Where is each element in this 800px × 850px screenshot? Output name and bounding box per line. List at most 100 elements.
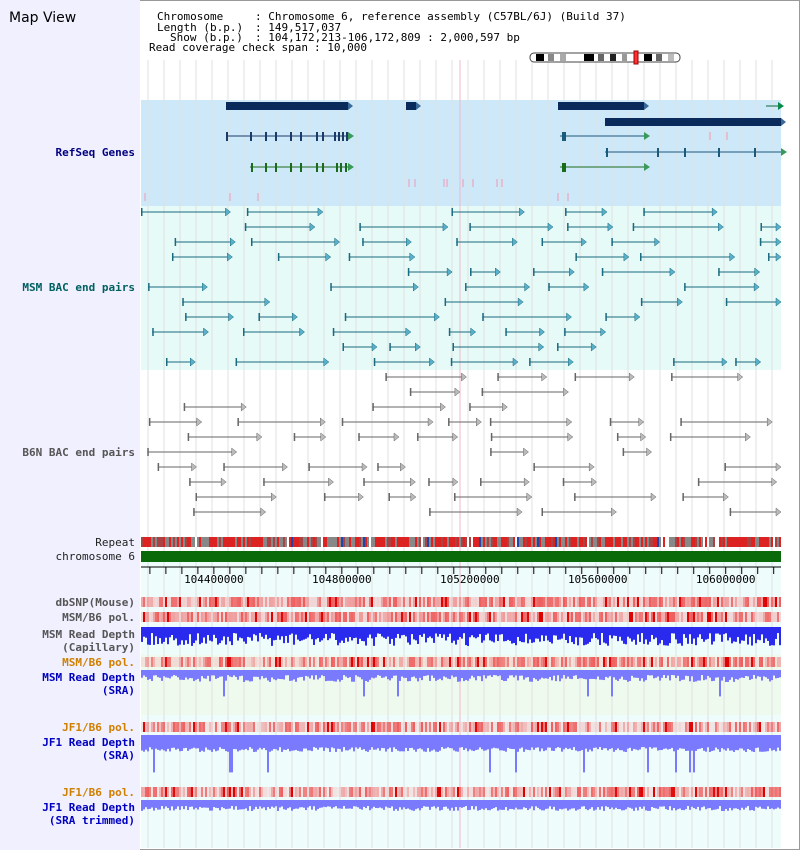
track-label-jf1-depth-trim-1[interactable]: JF1 Read Depth	[42, 801, 135, 814]
repeat-cell	[677, 537, 679, 547]
msm-capillary-depth-bar	[273, 627, 275, 641]
jf1-b6-pol-2-cell	[163, 787, 165, 797]
jf1-sra-depth-bar	[765, 735, 767, 752]
jf1-b6-pol-cell	[735, 722, 737, 732]
jf1-sra-trim-depth-bar	[189, 800, 191, 807]
jf1-sra-trim-depth-bar	[679, 800, 681, 809]
repeat-cell	[605, 537, 607, 547]
repeat-cell	[513, 537, 515, 547]
jf1-b6-pol-2-cell	[287, 787, 289, 797]
jf1-sra-depth-bar	[373, 735, 375, 750]
msm-b6-pol-cell	[265, 612, 267, 622]
jf1-sra-trim-depth-bar	[173, 800, 175, 811]
jf1-b6-pol-2-cell	[285, 787, 287, 797]
jf1-b6-pol-2-cell	[687, 787, 689, 797]
track-label-jf1-b6-pol[interactable]: JF1/B6 pol.	[62, 721, 135, 734]
track-label-refseq[interactable]: RefSeq Genes	[55, 146, 135, 159]
msm-b6-pol-cell	[179, 612, 181, 622]
msm-capillary-depth-bar	[753, 627, 755, 635]
msm-b6-pol-cell	[231, 612, 233, 622]
msm-b6-pol-cell	[489, 612, 491, 622]
jf1-sra-depth-bar	[267, 735, 269, 773]
track-label-dbsnp[interactable]: dbSNP(Mouse)	[55, 596, 135, 609]
dbsnp-cell	[223, 597, 225, 607]
jf1-b6-pol-2-cell	[501, 787, 503, 797]
jf1-b6-pol-2-cell	[485, 787, 487, 797]
msm-capillary-depth-bar	[303, 627, 305, 640]
msm-sra-depth-bar	[545, 670, 547, 679]
msm-bac-end	[373, 358, 376, 366]
msm-capillary-depth-bar	[609, 627, 611, 636]
jf1-b6-pol-2-cell	[545, 787, 547, 797]
jf1-sra-depth-bar	[159, 735, 161, 751]
msm-capillary-depth-bar	[657, 627, 659, 646]
jf1-b6-pol-2-cell	[451, 787, 453, 797]
jf1-sra-depth-bar	[745, 735, 747, 752]
jf1-b6-pol-cell	[485, 722, 487, 732]
msm-capillary-depth-bar	[221, 627, 223, 641]
jf1-b6-pol-cell	[623, 722, 625, 732]
jf1-sra-trim-depth-bar	[201, 800, 203, 808]
msm-sra-depth-bar	[557, 670, 559, 676]
msm-b6-pol-2-cell	[367, 657, 369, 667]
repeat-cell	[595, 537, 597, 547]
track-label-jf1-depth-sra-1[interactable]: JF1 Read Depth	[42, 736, 135, 749]
jf1-sra-depth-bar	[699, 735, 701, 749]
repeat-cell	[353, 537, 355, 547]
jf1-sra-depth-bar	[409, 735, 411, 749]
msm-b6-pol-cell	[721, 612, 723, 622]
msm-b6-pol-2-cell	[645, 657, 647, 667]
jf1-b6-pol-2-cell	[429, 787, 431, 797]
msm-sra-depth-bar	[597, 670, 599, 677]
msm-b6-pol-cell	[157, 612, 159, 622]
track-label-msm-b6-pol[interactable]: MSM/B6 pol.	[62, 611, 135, 624]
track-label-msm-b6-pol-2[interactable]: MSM/B6 pol.	[62, 656, 135, 669]
b6n-bac-arrow-icon	[256, 432, 263, 442]
track-label-jf1-b6-pol-2[interactable]: JF1/B6 pol.	[62, 786, 135, 799]
jf1-b6-pol-cell	[777, 722, 779, 732]
msm-b6-pol-cell	[207, 612, 209, 622]
msm-b6-pol-cell	[533, 612, 535, 622]
track-label-chromosome[interactable]: chromosome 6	[55, 550, 135, 563]
msm-bac-arrow-icon	[292, 312, 298, 322]
jf1-b6-pol-2-cell	[745, 787, 747, 797]
msm-sra-depth-bar	[365, 670, 367, 681]
dbsnp-cell	[499, 597, 501, 607]
msm-b6-pol-cell	[641, 612, 643, 622]
repeat-cell	[703, 537, 705, 547]
jf1-sra-trim-depth-bar	[561, 800, 563, 810]
msm-b6-pol-cell	[639, 612, 641, 622]
msm-b6-pol-cell	[681, 612, 683, 622]
jf1-sra-trim-depth-bar	[331, 800, 333, 809]
msm-b6-pol-2-cell	[363, 657, 365, 667]
jf1-sra-trim-depth-bar	[583, 800, 585, 807]
exon-mark	[334, 132, 336, 141]
jf1-b6-pol-2-cell	[299, 787, 301, 797]
jf1-sra-depth-bar	[209, 735, 211, 751]
track-label-msm-depth-sra-1[interactable]: MSM Read Depth	[42, 671, 135, 684]
track-label-msm-bac[interactable]: MSM BAC end pairs	[22, 281, 135, 294]
msm-sra-depth-bar	[539, 670, 541, 680]
track-label-repeat[interactable]: Repeat	[95, 536, 135, 549]
track-label-b6n-bac[interactable]: B6N BAC end pairs	[22, 446, 135, 459]
jf1-sra-trim-depth-bar	[339, 800, 341, 809]
dbsnp-cell	[453, 597, 455, 607]
msm-capillary-depth-bar	[415, 627, 417, 641]
msm-capillary-depth-bar	[149, 627, 151, 645]
msm-b6-pol-2-cell	[739, 657, 741, 667]
msm-b6-pol-cell	[773, 612, 775, 622]
dbsnp-cell	[629, 597, 631, 607]
jf1-sra-trim-depth-bar	[243, 800, 245, 810]
jf1-sra-depth-bar	[585, 735, 587, 749]
msm-sra-depth-bar	[465, 670, 467, 681]
msm-sra-depth-bar	[397, 670, 399, 697]
msm-bac-track-bg	[141, 206, 781, 370]
msm-capillary-depth-bar	[489, 627, 491, 641]
msm-b6-pol-cell	[619, 612, 621, 622]
msm-sra-depth-bar	[687, 670, 689, 677]
jf1-b6-pol-2-cell	[237, 787, 239, 797]
msm-capillary-depth-bar	[631, 627, 633, 642]
dbsnp-cell	[285, 597, 287, 607]
track-label-msm-depth-cap-1[interactable]: MSM Read Depth	[42, 628, 135, 641]
